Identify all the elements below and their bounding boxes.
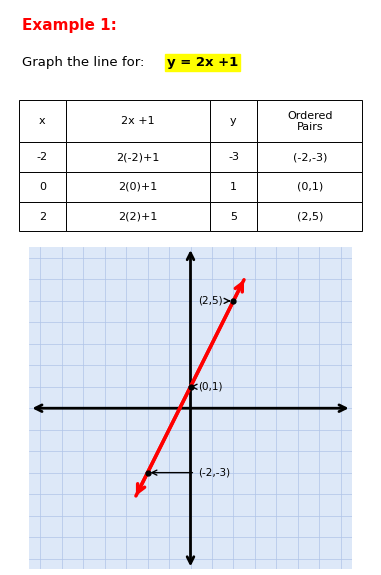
Bar [257,172,362,202]
Text: (0,1): (0,1) [297,182,323,192]
Text: (-2,-3): (-2,-3) [152,467,230,478]
Bar [210,101,257,142]
Text: 0: 0 [39,182,46,192]
Text: Example 1:: Example 1: [22,18,117,33]
Text: 5: 5 [230,212,237,221]
Bar [66,202,210,231]
Text: x: x [39,116,46,126]
Text: (-2,-3): (-2,-3) [293,152,327,162]
Bar [257,142,362,172]
Text: 2: 2 [39,212,46,221]
Text: (0,1): (0,1) [192,382,223,392]
Text: Ordered
Pairs: Ordered Pairs [287,110,333,132]
Bar [19,142,66,172]
Bar [210,142,257,172]
Bar [19,101,66,142]
Bar [257,202,362,231]
Text: -3: -3 [228,152,239,162]
Text: 2(2)+1: 2(2)+1 [118,212,158,221]
Bar [66,101,210,142]
Text: 2(-2)+1: 2(-2)+1 [116,152,160,162]
Text: -2: -2 [37,152,48,162]
Bar [210,202,257,231]
Bar [257,101,362,142]
Text: (2,5): (2,5) [198,296,229,306]
Bar [66,142,210,172]
Bar [19,202,66,231]
Text: (2,5): (2,5) [297,212,323,221]
Bar [210,172,257,202]
Text: y: y [230,116,237,126]
Text: y = 2x +1: y = 2x +1 [167,56,239,69]
Text: 2x +1: 2x +1 [121,116,155,126]
Text: Graph the line for:: Graph the line for: [22,56,153,69]
Bar [19,172,66,202]
Bar [66,172,210,202]
Text: 2(0)+1: 2(0)+1 [118,182,158,192]
Text: 1: 1 [230,182,237,192]
